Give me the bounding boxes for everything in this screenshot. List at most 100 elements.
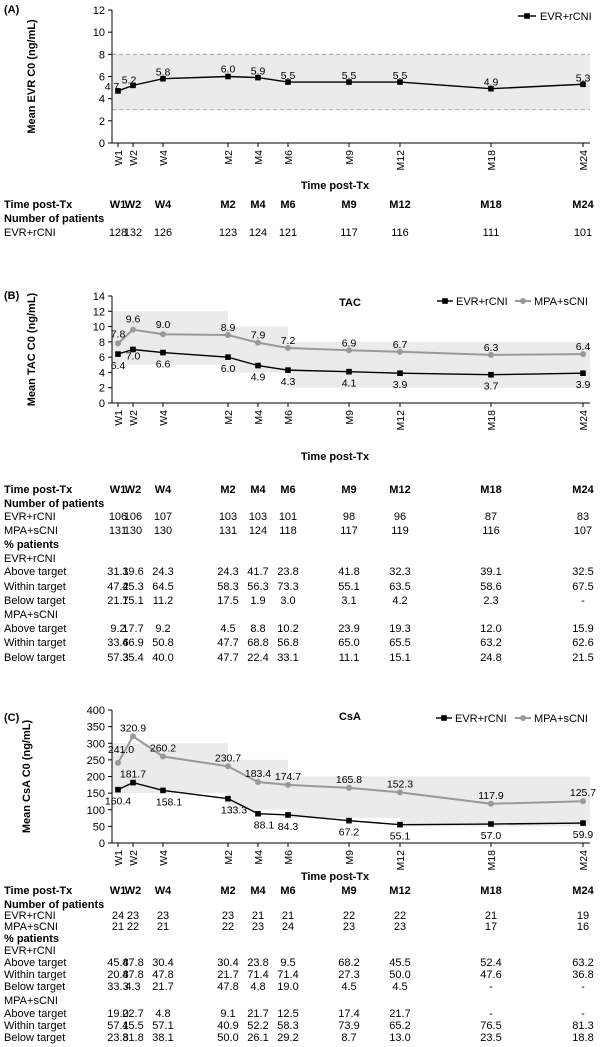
data-point bbox=[160, 75, 166, 82]
table-cell: 58.6 bbox=[480, 581, 501, 593]
table-cell: 20.8 bbox=[107, 969, 128, 981]
table-cell: 63.2 bbox=[480, 637, 501, 649]
series-line bbox=[117, 328, 584, 356]
y-axis-title: Mean TAC C0 (ng/mL) bbox=[26, 292, 38, 406]
table-cell: 107 bbox=[574, 525, 592, 537]
data-point bbox=[346, 79, 352, 85]
data-point bbox=[255, 362, 261, 369]
table-header-cell: M4 bbox=[250, 199, 266, 211]
x-tick-label: M9 bbox=[344, 850, 356, 865]
data-label: 9.6 bbox=[126, 314, 141, 326]
data-label: 4.9 bbox=[484, 77, 499, 89]
table-cell: 98 bbox=[343, 511, 355, 523]
table-row-label: EVR+rCNI bbox=[4, 910, 56, 922]
y-tick-label: 350 bbox=[87, 722, 105, 734]
table-header-cell: M4 bbox=[250, 484, 266, 496]
data-point bbox=[225, 73, 231, 80]
table-cell: 8.8 bbox=[250, 623, 265, 635]
table-row-label: Number of patients bbox=[4, 213, 104, 225]
table-cell: - bbox=[581, 1008, 585, 1020]
table-row-label: Above target bbox=[4, 623, 66, 635]
panel-label: (B) bbox=[4, 290, 20, 302]
y-axis-title: Mean CsA C0 (ng/mL) bbox=[21, 720, 33, 834]
data-label: 6.4 bbox=[576, 341, 591, 353]
y-tick-label: 10 bbox=[93, 322, 105, 334]
x-tick-label: M2 bbox=[223, 850, 235, 865]
data-point bbox=[115, 340, 121, 347]
data-label: 55.1 bbox=[390, 831, 411, 843]
table-cell: 58.3 bbox=[277, 1020, 298, 1032]
table-cell: - bbox=[581, 981, 585, 993]
data-point bbox=[488, 371, 494, 378]
table-cell: 12.0 bbox=[480, 623, 501, 635]
x-axis-title: Time post-Tx bbox=[301, 451, 370, 463]
table-cell: 32.5 bbox=[572, 566, 593, 578]
table-cell: 62.6 bbox=[572, 637, 593, 649]
table-row-label: Number of patients bbox=[4, 899, 104, 911]
table-cell: 15.1 bbox=[389, 652, 410, 664]
data-label: 125.7 bbox=[570, 787, 596, 799]
data-label: 7.2 bbox=[281, 335, 296, 347]
data-point bbox=[580, 370, 586, 376]
table-cell: 22.4 bbox=[247, 652, 268, 664]
table-row-label: MPA+sCNI bbox=[4, 921, 58, 933]
data-point bbox=[225, 763, 231, 770]
y-tick-label: 250 bbox=[87, 755, 105, 767]
table-cell: 47.2 bbox=[107, 581, 128, 593]
x-tick-label: M24 bbox=[578, 410, 590, 431]
table-cell: 9.2 bbox=[110, 623, 125, 635]
table-cell: 27.3 bbox=[338, 969, 359, 981]
table-cell: 22 bbox=[127, 921, 139, 933]
x-tick-label: M2 bbox=[223, 150, 235, 165]
table-cell: 4.8 bbox=[155, 1008, 170, 1020]
table-row-label: % patients bbox=[4, 539, 59, 551]
y-axis-title: Mean EVR C0 (ng/mL) bbox=[26, 19, 38, 134]
data-label: 9.0 bbox=[156, 319, 171, 331]
table-header-cell: W2 bbox=[125, 885, 142, 897]
table-cell: 9.5 bbox=[280, 957, 295, 969]
data-point bbox=[255, 339, 261, 346]
series-line bbox=[117, 348, 584, 376]
table-cell: 63.5 bbox=[389, 581, 410, 593]
table-row-label: Number of patients bbox=[4, 498, 104, 510]
table-header-cell: M9 bbox=[341, 484, 356, 496]
table-header-cell: M12 bbox=[389, 484, 410, 496]
table-header-cell: M2 bbox=[220, 484, 235, 496]
data-label: 6.4 bbox=[111, 360, 126, 372]
table-cell: 65.2 bbox=[389, 1020, 410, 1032]
table-cell: 21.7 bbox=[247, 1008, 268, 1020]
table-cell: 23.8 bbox=[277, 566, 298, 578]
table-cell: 123 bbox=[219, 227, 237, 239]
table-row-label: MPA+sCNI bbox=[4, 525, 58, 537]
x-tick-label: M6 bbox=[283, 410, 295, 425]
table-header-cell: M6 bbox=[280, 199, 295, 211]
x-axis-title: Time post-Tx bbox=[301, 180, 370, 192]
table-cell: 3.1 bbox=[341, 595, 356, 607]
table-cell: 12.5 bbox=[277, 1008, 298, 1020]
data-point bbox=[346, 784, 352, 791]
table-row-label: MPA+sCNI bbox=[4, 609, 58, 621]
table-cell: 57.1 bbox=[107, 1020, 128, 1032]
data-label: 7.0 bbox=[126, 351, 141, 363]
data-label: 3.9 bbox=[576, 379, 591, 391]
data-point bbox=[285, 781, 291, 788]
table-cell: 30.4 bbox=[217, 957, 238, 969]
table-cell: 24.3 bbox=[152, 566, 173, 578]
table-cell: 101 bbox=[279, 511, 297, 523]
table-cell: 2.3 bbox=[483, 595, 498, 607]
x-tick-label: M24 bbox=[578, 150, 590, 171]
table-cell: 23.8 bbox=[247, 957, 268, 969]
table-cell: 128 bbox=[109, 227, 127, 239]
table-cell: 116 bbox=[482, 525, 500, 537]
table-cell: 15.9 bbox=[572, 623, 593, 635]
table-cell: 23 bbox=[343, 921, 355, 933]
data-label: 7.9 bbox=[251, 330, 266, 342]
table-cell: 23.8 bbox=[107, 1032, 128, 1044]
table-cell: 21 bbox=[282, 910, 294, 922]
data-label: 5.5 bbox=[342, 70, 357, 82]
table-header-cell: M2 bbox=[220, 885, 235, 897]
table-cell: 9.1 bbox=[220, 1008, 235, 1020]
table-row-label: EVR+rCNI bbox=[4, 227, 56, 239]
data-point bbox=[580, 351, 586, 358]
